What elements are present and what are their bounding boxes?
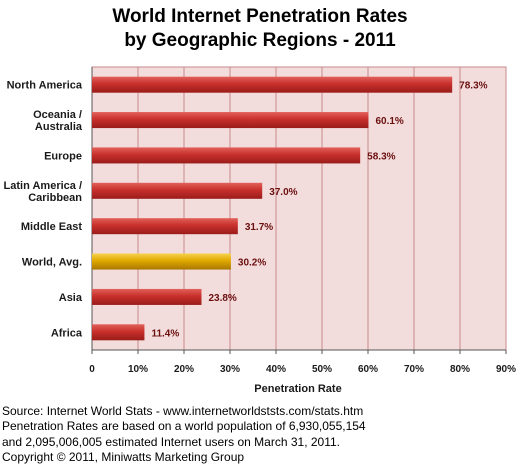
chart-title-line-1: World Internet Penetration Rates: [112, 6, 407, 27]
x-tick-label: 0: [89, 364, 95, 375]
plot-area: [91, 66, 507, 351]
x-axis-ticks: 0 10% 20% 30% 40% 50% 60% 70% 80% 90%: [89, 350, 516, 375]
footer-population-line: Penetration Rates are based on a world p…: [2, 419, 366, 434]
bar: [92, 324, 145, 341]
category-label: Latin America /: [4, 180, 82, 192]
bar: [92, 182, 263, 199]
value-label: 11.4%: [151, 328, 179, 339]
x-axis-title: Penetration Rate: [254, 383, 341, 395]
x-tick-label: 50%: [312, 364, 332, 375]
chart-title-line-2: by Geographic Regions - 2011: [124, 30, 396, 51]
value-label: 31.7%: [245, 222, 273, 233]
bar: [92, 218, 238, 235]
bar: [92, 147, 361, 164]
bar: [92, 112, 369, 129]
footer-source-line: Source: Internet World Stats - www.inter…: [2, 404, 364, 418]
value-label: 60.1%: [375, 116, 403, 127]
category-label: Oceania /: [33, 109, 82, 121]
value-label: 23.8%: [208, 293, 236, 304]
value-label: 30.2%: [238, 258, 266, 269]
category-label: Africa: [51, 327, 83, 339]
x-tick-label: 60%: [358, 364, 378, 375]
source-footer: Source: Internet World Stats - www.inter…: [2, 404, 517, 466]
x-tick-label: 80%: [450, 364, 470, 375]
category-label: Caribbean: [28, 192, 82, 204]
bar: [92, 76, 453, 93]
bar: [92, 288, 202, 305]
category-label: Asia: [59, 292, 83, 304]
x-tick-label: 30%: [220, 364, 240, 375]
value-label: 37.0%: [269, 187, 297, 198]
x-tick-label: 70%: [404, 364, 424, 375]
x-tick-label: 90%: [496, 364, 516, 375]
internet-penetration-chart: World Internet Penetration Rates by Geog…: [4, 6, 517, 395]
x-tick-label: 10%: [128, 364, 148, 375]
value-label: 78.3%: [459, 81, 487, 92]
value-label: 58.3%: [367, 151, 395, 162]
bars: 78.3% 60.1% 58.3% 37.0% 31.7% 30.2% 23.8% 11.4%: [92, 76, 488, 341]
x-tick-label: 40%: [266, 364, 286, 375]
footer-copyright-line: Copyright © 2011, Miniwatts Marketing Gr…: [2, 450, 245, 465]
footer-users-line: and 2,095,006,005 estimated Internet use…: [2, 434, 341, 449]
category-label: Europe: [44, 150, 82, 162]
category-label: North America: [7, 80, 83, 92]
category-label: Australia: [35, 121, 83, 133]
x-tick-label: 20%: [174, 364, 194, 375]
category-label: Middle East: [21, 221, 82, 233]
category-label: World, Avg.: [22, 257, 82, 269]
bar-highlight: [92, 253, 231, 270]
category-labels: North America Oceania /Australia Europe Lat…: [4, 80, 83, 340]
